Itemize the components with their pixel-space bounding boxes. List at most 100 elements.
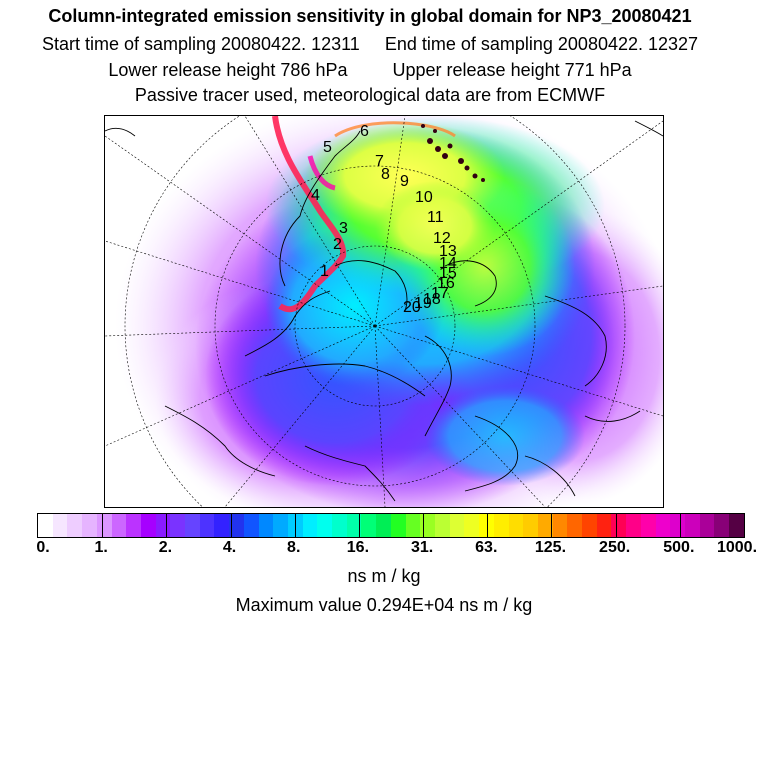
- point-label: 3: [339, 220, 348, 237]
- colorbar-swatch: [655, 514, 671, 537]
- colorbar-swatch: [82, 514, 97, 537]
- point-label: 11: [427, 209, 444, 226]
- colorbar-swatch: [626, 514, 641, 537]
- colorbar-swatch: [332, 514, 347, 537]
- point-label: 14: [439, 255, 457, 272]
- end-time-label: End time of sampling 20080422. 12327: [384, 34, 699, 54]
- colorbar-swatch: [508, 514, 524, 537]
- colorbar-tick-label: 31.: [410, 539, 434, 556]
- point-label: 6: [360, 123, 369, 140]
- colorbar-swatch: [479, 514, 494, 537]
- colorbar-swatch: [552, 514, 568, 537]
- release-heights-row: Lower release height 786 hPa Upper relea…: [0, 60, 740, 81]
- colorbar-swatch: [714, 514, 730, 537]
- colorbar-swatch: [38, 514, 53, 537]
- max-value-label: Maximum value 0.294E+04 ns m / kg: [235, 595, 533, 615]
- lower-release-label: Lower release height 786 hPa: [108, 60, 348, 80]
- colorbar-swatch: [185, 514, 200, 537]
- tracer-note: Passive tracer used, meteorological data…: [134, 85, 606, 105]
- colorbar-tick: [423, 514, 425, 537]
- colorbar-swatch: [170, 514, 186, 537]
- colorbar-swatch: [670, 514, 685, 537]
- flight-track-ridge: [272, 116, 347, 313]
- sensitivity-map: 1 2 3 4 5 6 7 8 9 10 11 12 13 14 15 16 1…: [104, 115, 664, 508]
- trajectory-labels: 1 2 3 4 5 6 7 8 9 10 11 12 13 14 15 16 1…: [311, 123, 457, 316]
- colorbar-swatch: [376, 514, 391, 537]
- point-label: 13: [439, 243, 457, 260]
- colorbar-tick: [230, 514, 232, 537]
- map-svg: 1 2 3 4 5 6 7 8 9 10 11 12 13 14 15 16 1…: [105, 116, 663, 507]
- upper-release-label: Upper release height 771 hPa: [392, 60, 632, 80]
- sampling-times-row: Start time of sampling 20080422. 12311 E…: [0, 34, 740, 55]
- colorbar-swatch: [390, 514, 406, 537]
- point-label: 2: [333, 236, 342, 253]
- colorbar-swatch: [699, 514, 715, 537]
- high-sensitivity-clusters: [421, 124, 485, 182]
- colorbar-tick: [551, 514, 553, 537]
- colorbar-swatch: [214, 514, 230, 537]
- colorbar: [37, 513, 745, 538]
- colorbar-swatch: [126, 514, 141, 537]
- colorbar-swatch: [493, 514, 509, 537]
- colorbar-tick: [487, 514, 489, 537]
- colorbar-swatch: [449, 514, 465, 537]
- colorbar-swatch: [640, 514, 656, 537]
- colorbar-swatch: [729, 514, 744, 537]
- point-label: 5: [323, 139, 332, 156]
- colorbar-swatch: [302, 514, 318, 537]
- colorbar-swatch: [258, 514, 274, 537]
- point-label: 1: [320, 263, 329, 280]
- point-label: 15: [439, 265, 457, 282]
- colorbar-tick: [294, 514, 296, 537]
- colorbar-swatch: [567, 514, 583, 537]
- colorbar-swatch: [155, 514, 171, 537]
- colorbar-tick-label: 1.: [94, 539, 108, 556]
- colorbar-tick: [166, 514, 168, 537]
- chart-title: Column-integrated emission sensitivity i…: [48, 6, 692, 26]
- colorbar-tick-label: 2.: [158, 539, 173, 556]
- colorbar-tick: [358, 514, 360, 537]
- colorbar-swatch: [96, 514, 112, 537]
- colorbar-swatch: [111, 514, 127, 537]
- colorbar-swatch: [229, 514, 244, 537]
- colorbar-tick: [102, 514, 104, 537]
- colorbar-swatch: [596, 514, 612, 537]
- colorbar-tick-label: 500.: [663, 539, 695, 556]
- colorbar-swatch: [346, 514, 362, 537]
- colorbar-tick: [679, 514, 681, 537]
- colorbar-swatch: [523, 514, 538, 537]
- colorbar-tick-label: 0.: [36, 539, 50, 556]
- colorbar-tick-label: 250.: [599, 539, 631, 556]
- colorbar-swatch: [52, 514, 68, 537]
- colorbar-tick-label: 1000.: [716, 539, 758, 556]
- colorbar-swatch: [684, 514, 700, 537]
- start-time-label: Start time of sampling 20080422. 12311: [41, 34, 360, 54]
- colorbar-tick-label: 125.: [534, 539, 567, 556]
- plume-yellow: [305, 121, 505, 271]
- point-label: 19: [414, 295, 432, 312]
- colorbar-tick: [615, 514, 617, 537]
- units-label: ns m / kg: [347, 566, 421, 586]
- colorbar-swatch: [464, 514, 480, 537]
- colorbar-swatch: [317, 514, 333, 537]
- point-label: 20: [403, 299, 421, 316]
- colorbar-swatch: [405, 514, 421, 537]
- colorbar-swatch: [243, 514, 259, 537]
- coastlines: [105, 120, 663, 502]
- colorbar-swatch: [67, 514, 83, 537]
- colorbar-swatch: [273, 514, 288, 537]
- colorbar-tick-label: 63.: [475, 539, 498, 556]
- graticule: [105, 116, 663, 507]
- point-label: 18: [423, 291, 441, 308]
- point-label: 7: [375, 153, 384, 170]
- colorbar-tick-label: 4.: [222, 539, 237, 556]
- point-label: 4: [311, 187, 320, 204]
- colorbar-swatch: [582, 514, 597, 537]
- colorbar-swatch: [434, 514, 450, 537]
- flight-track-arc: [334, 121, 456, 138]
- point-label: 8: [381, 166, 390, 183]
- colorbar-swatch: [611, 514, 627, 537]
- point-label: 16: [437, 275, 455, 292]
- point-label: 17: [431, 285, 449, 302]
- colorbar-swatch: [199, 514, 215, 537]
